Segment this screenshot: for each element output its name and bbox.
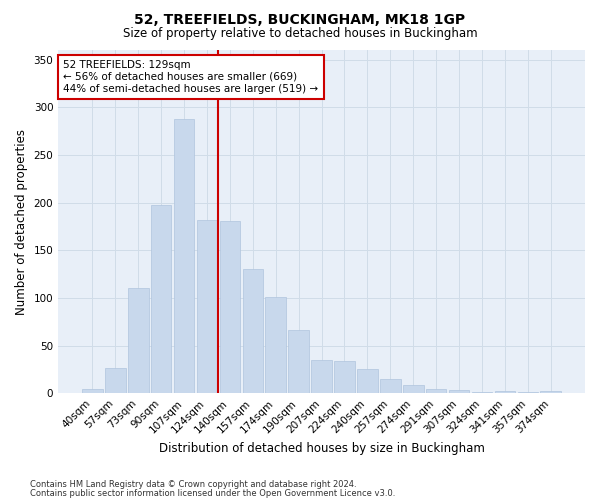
Bar	[494, 392, 515, 394]
X-axis label: Distribution of detached houses by size in Buckingham: Distribution of detached houses by size …	[158, 442, 485, 455]
Bar	[334, 361, 355, 394]
Text: 52 TREEFIELDS: 129sqm
← 56% of detached houses are smaller (669)
44% of semi-det: 52 TREEFIELDS: 129sqm ← 56% of detached …	[64, 60, 319, 94]
Bar	[82, 388, 103, 394]
Bar	[197, 220, 217, 394]
Bar	[128, 288, 149, 394]
Bar	[518, 392, 538, 394]
Bar	[541, 392, 561, 394]
Bar	[357, 370, 378, 394]
Text: Contains HM Land Registry data © Crown copyright and database right 2024.: Contains HM Land Registry data © Crown c…	[30, 480, 356, 489]
Y-axis label: Number of detached properties: Number of detached properties	[15, 128, 28, 314]
Bar	[105, 368, 125, 394]
Text: Contains public sector information licensed under the Open Government Licence v3: Contains public sector information licen…	[30, 488, 395, 498]
Bar	[403, 385, 424, 394]
Bar	[242, 270, 263, 394]
Text: 52, TREEFIELDS, BUCKINGHAM, MK18 1GP: 52, TREEFIELDS, BUCKINGHAM, MK18 1GP	[134, 12, 466, 26]
Bar	[220, 220, 240, 394]
Bar	[289, 330, 309, 394]
Bar	[311, 360, 332, 394]
Bar	[426, 388, 446, 394]
Bar	[472, 392, 493, 394]
Bar	[449, 390, 469, 394]
Bar	[265, 297, 286, 394]
Bar	[151, 206, 172, 394]
Bar	[380, 379, 401, 394]
Bar	[174, 118, 194, 394]
Text: Size of property relative to detached houses in Buckingham: Size of property relative to detached ho…	[122, 28, 478, 40]
